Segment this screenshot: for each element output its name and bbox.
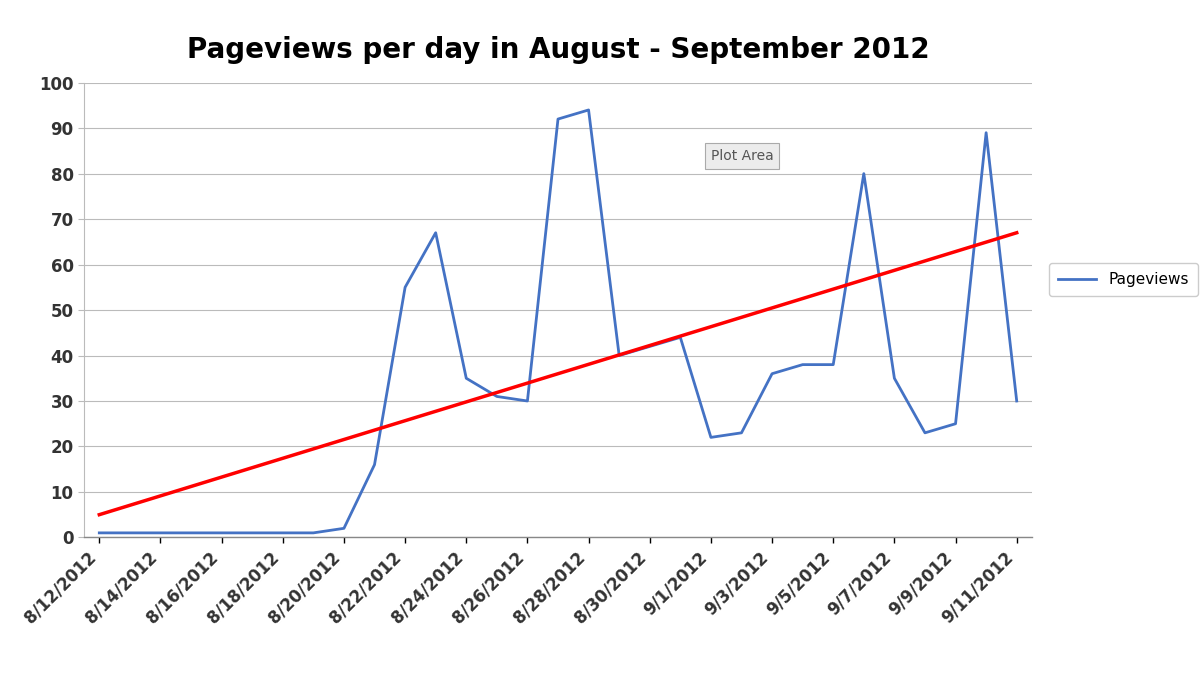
Legend: Pageviews: Pageviews	[1049, 263, 1199, 296]
Text: Plot Area: Plot Area	[710, 149, 774, 163]
Title: Pageviews per day in August - September 2012: Pageviews per day in August - September …	[187, 36, 929, 63]
